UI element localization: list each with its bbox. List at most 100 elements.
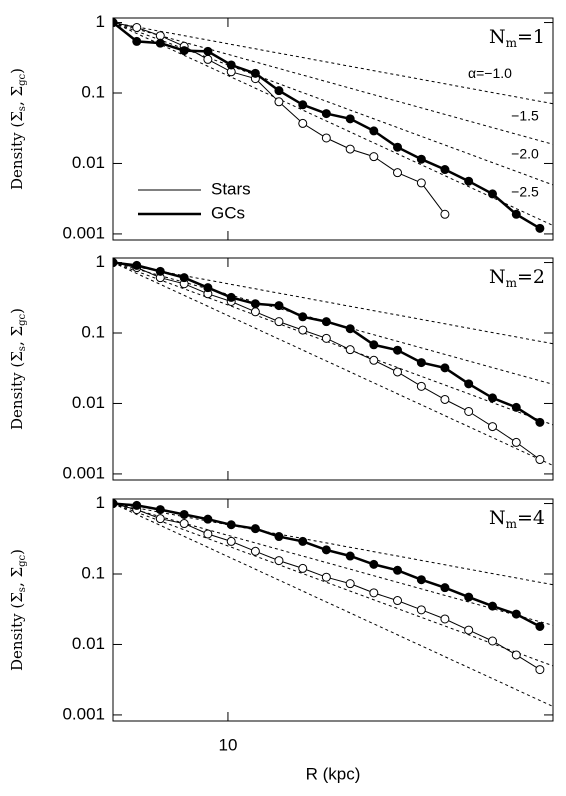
data-point [393, 142, 403, 152]
data-point [321, 317, 331, 327]
data-point [393, 345, 403, 355]
panel-annotation: Nm=1 [489, 26, 545, 50]
power-law-line [113, 503, 553, 707]
data-point [345, 324, 355, 334]
power-law-label: −2.0 [511, 145, 539, 161]
data-point [274, 317, 284, 327]
data-point [274, 86, 284, 96]
plot-frame [112, 17, 554, 241]
data-point [345, 345, 355, 355]
data-point [511, 402, 521, 412]
panel: 1 0.1 0.01 0.001 Density (Σs, Σgc) Nm=1 α=−1.0… [8, 12, 554, 242]
data-point [369, 340, 379, 350]
data-point [345, 114, 355, 124]
y-tick-label: 0.1 [81, 82, 105, 101]
data-point [250, 524, 260, 534]
data-point [132, 23, 142, 33]
x-axis-label: R (kpc) [306, 764, 361, 783]
series-line [113, 21, 541, 230]
data-point [464, 379, 474, 389]
data-point [179, 519, 189, 529]
data-point [393, 596, 403, 606]
y-label-part: ) [8, 308, 26, 314]
data-point [440, 614, 450, 624]
y-tick-label: 0.001 [62, 223, 105, 242]
power-law-line [113, 22, 553, 186]
data-point [155, 31, 165, 41]
power-law-label: −2.5 [511, 183, 539, 199]
data-point [369, 126, 379, 136]
data-point [155, 38, 165, 48]
data-point [250, 68, 260, 78]
legend-label: GCs [211, 203, 245, 222]
data-point [464, 625, 474, 635]
data-point [440, 209, 450, 219]
annotation-part: N [489, 266, 506, 288]
data-point [250, 299, 260, 309]
data-point [464, 176, 474, 186]
data-point [274, 556, 284, 566]
annotation-sub: m [506, 517, 518, 531]
y-axis-label: Density (Σs, Σgc) [8, 549, 28, 671]
data-point [393, 168, 403, 178]
panel-annotation: Nm=2 [489, 266, 545, 290]
panel: 1 0.1 0.01 0.001 Density (Σs, Σgc) Nm=2 [8, 252, 554, 482]
y-label-part: , Σ [8, 326, 26, 346]
data-point [464, 406, 474, 416]
y-tick-label: 0.1 [81, 563, 105, 582]
data-point [179, 509, 189, 519]
data-point [369, 588, 379, 598]
data-point [155, 514, 165, 524]
data-point [369, 355, 379, 365]
y-label-sub: s [17, 346, 28, 351]
data-point [155, 266, 165, 276]
y-label-part: Density (Σ [8, 351, 26, 430]
y-tick-label: 0.01 [72, 393, 105, 412]
y-tick-label: 0.001 [62, 463, 105, 482]
series-line [113, 503, 541, 671]
data-point [488, 393, 498, 403]
power-law-label: −1.5 [511, 107, 539, 123]
data-point [226, 520, 236, 530]
data-point [440, 394, 450, 404]
data-point [298, 118, 308, 128]
annotation-part: N [489, 507, 506, 529]
data-point [345, 551, 355, 561]
data-point [416, 381, 426, 391]
data-point [511, 650, 521, 660]
y-label-part: , Σ [8, 86, 26, 106]
data-point [203, 46, 213, 56]
y-axis-label: Density (Σs, Σgc) [8, 308, 28, 430]
data-point [203, 283, 213, 293]
data-point [298, 312, 308, 322]
data-point [321, 572, 331, 582]
y-tick-label: 1 [96, 252, 105, 271]
y-tick-label: 0.01 [72, 153, 105, 172]
annotation-sub: m [506, 36, 518, 50]
series-line [113, 22, 446, 215]
y-tick-label: 1 [96, 12, 105, 31]
data-point [321, 109, 331, 119]
data-point [113, 499, 118, 509]
y-label-part: Density (Σ [8, 592, 26, 671]
data-point [132, 260, 142, 270]
data-point [226, 292, 236, 302]
y-label-sub: gc [17, 313, 28, 325]
annotation-sub: m [506, 276, 518, 290]
data-point [535, 417, 545, 427]
legend-label: Stars [211, 179, 251, 198]
data-point [345, 579, 355, 589]
y-tick-label: 0.001 [62, 704, 105, 723]
y-label-part: ) [8, 68, 26, 74]
data-point [535, 665, 545, 675]
data-point [488, 601, 498, 611]
data-point [298, 100, 308, 110]
data-point [155, 505, 165, 515]
y-label-part: Density (Σ [8, 111, 26, 190]
power-law-line [113, 503, 553, 626]
data-point [274, 301, 284, 311]
data-point [488, 422, 498, 432]
power-law-line [113, 262, 553, 426]
data-point [511, 437, 521, 447]
y-label-sub: s [17, 587, 28, 592]
